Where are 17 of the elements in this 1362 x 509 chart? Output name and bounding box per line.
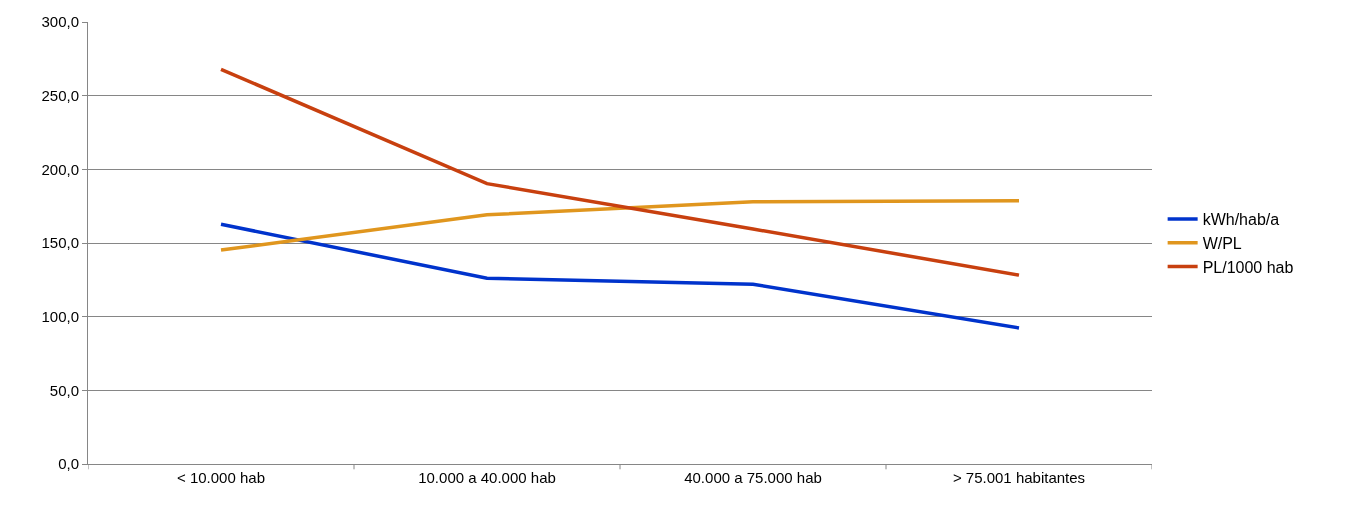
y-tick-label: 150,0 [41,234,79,252]
x-tick-label: 40.000 a 75.000 hab [684,469,822,486]
line-series [219,67,1021,277]
legend-label: PL/1000 hab [1202,258,1294,276]
x-tick-label: 10.000 a 40.000 hab [418,469,556,486]
legend-label: W/PL [1202,234,1242,252]
y-tick-label: 300,0 [41,13,79,31]
y-tick-label: 200,0 [41,160,79,178]
y-tick-label: 0,0 [58,455,79,473]
y-tick-label: 100,0 [41,307,79,325]
line-series [219,222,1021,330]
x-tick-label: > 75.001 habitantes [952,469,1086,486]
y-tick-label: 250,0 [41,86,79,104]
legend-label: kWh/hab/a [1202,211,1280,229]
line-series [219,199,1021,252]
y-tick-label: 50,0 [49,381,79,399]
x-tick-label: < 10.000 hab [176,469,266,486]
